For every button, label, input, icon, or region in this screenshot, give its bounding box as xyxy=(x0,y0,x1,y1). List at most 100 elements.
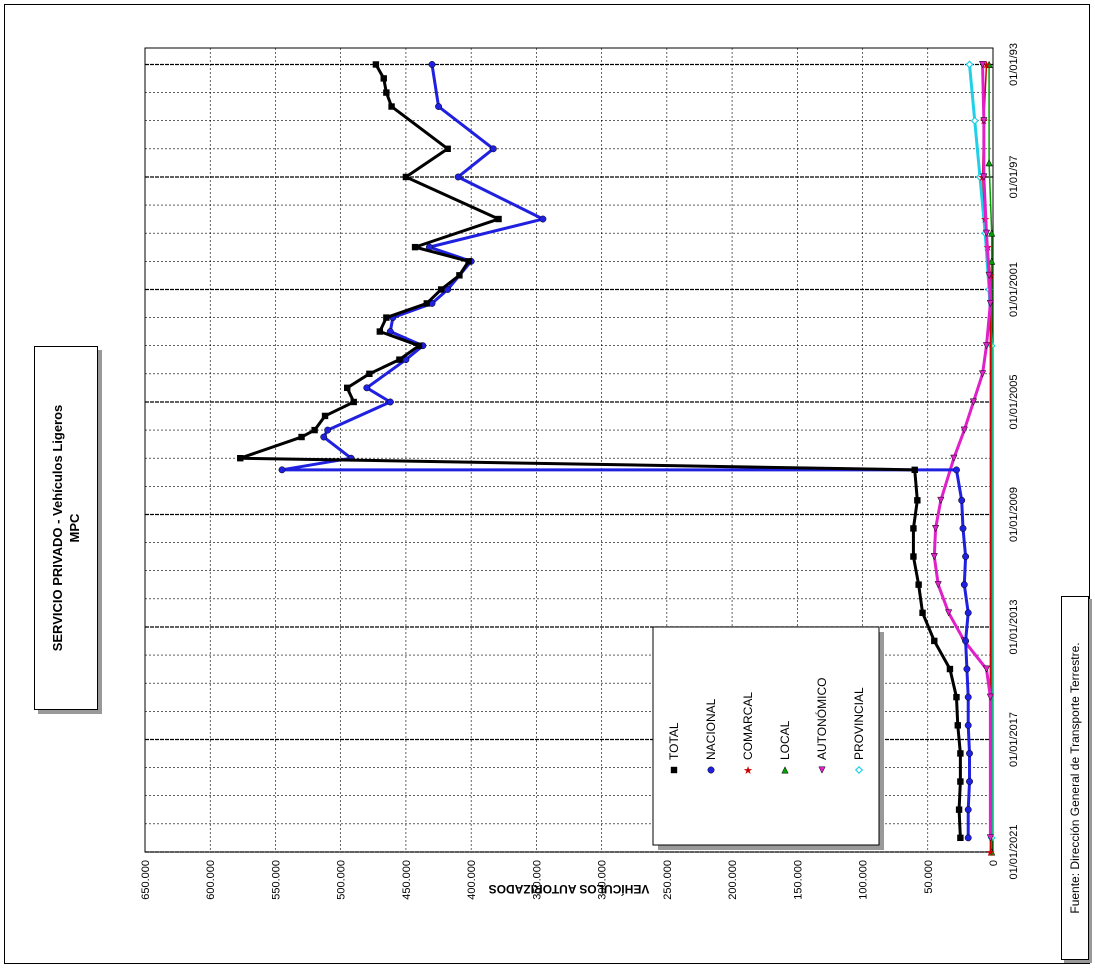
data-point xyxy=(437,286,445,293)
data-point xyxy=(435,103,442,110)
series-local xyxy=(985,60,996,856)
data-point xyxy=(910,525,917,532)
date-tick-label: 01/01/93 xyxy=(1008,43,1020,86)
data-point xyxy=(970,116,979,125)
legend-marker-autonómico xyxy=(818,766,826,774)
value-tick-label: 200.000 xyxy=(727,860,739,900)
data-point xyxy=(320,433,328,441)
data-point xyxy=(988,229,996,237)
data-point xyxy=(964,806,972,814)
data-point xyxy=(910,553,917,560)
data-point xyxy=(985,159,993,167)
value-tick-label: 450.000 xyxy=(401,860,413,900)
data-point xyxy=(911,466,918,474)
legend-marker-total xyxy=(670,766,678,774)
value-tick-label: 250.000 xyxy=(662,860,674,900)
data-point xyxy=(954,722,961,729)
data-point xyxy=(953,693,960,701)
data-point xyxy=(955,806,963,813)
data-point xyxy=(964,834,972,842)
axis-labels: 0 50.000 100.000 150.000 200.000 250.000 300.0… xyxy=(140,43,1020,900)
data-point xyxy=(915,581,922,588)
data-point xyxy=(957,750,964,757)
data-point xyxy=(969,398,978,406)
data-point xyxy=(411,243,419,251)
value-tick-label: 500.000 xyxy=(336,860,348,900)
data-point xyxy=(950,454,958,462)
title-text: SERVICIO PRIVADO - Vehículos Ligeros MPC xyxy=(49,358,83,698)
value-tick-label: 0 xyxy=(988,860,1000,866)
value-tick-label: 650.000 xyxy=(140,860,152,900)
data-point xyxy=(980,117,988,125)
date-tick-label: 01/01/97 xyxy=(1008,156,1020,199)
data-point xyxy=(986,693,994,701)
data-point xyxy=(965,60,974,69)
data-point xyxy=(539,215,547,223)
data-point xyxy=(980,173,988,181)
data-point: ★ xyxy=(985,847,995,859)
value-tick-label: 300.000 xyxy=(597,860,609,900)
data-point xyxy=(298,433,305,441)
data-point xyxy=(982,665,991,673)
legend-label: TOTAL xyxy=(667,722,681,760)
chart-title: SERVICIO PRIVADO - Vehículos Ligeros xyxy=(50,404,65,652)
data-point xyxy=(931,524,940,533)
series-nacional xyxy=(278,61,973,842)
data-point xyxy=(982,229,991,237)
data-point xyxy=(978,61,987,69)
data-point xyxy=(937,496,945,505)
data-point xyxy=(985,60,993,68)
data-point xyxy=(383,89,390,96)
data-point xyxy=(982,342,991,350)
data-point xyxy=(350,398,357,406)
date-tick-label: 01/01/2001 xyxy=(1008,262,1020,317)
value-tick-label: 600.000 xyxy=(205,860,217,900)
data-point xyxy=(988,257,996,265)
legend-label: NACIONAL xyxy=(704,698,718,760)
data-point xyxy=(931,637,938,645)
data-point xyxy=(959,524,967,532)
page-frame xyxy=(4,4,1090,964)
legend-marker-provincial xyxy=(854,765,864,775)
data-point xyxy=(311,426,318,434)
data-point xyxy=(953,466,960,474)
data-point xyxy=(465,258,472,265)
value-tick-label: 550.000 xyxy=(270,860,282,900)
source-box: Fuente: Dirección General de Transporte … xyxy=(1061,596,1089,960)
data-point xyxy=(945,609,953,617)
data-point xyxy=(237,455,244,462)
series-layer: ★★★★★★★ xyxy=(237,59,996,859)
data-point xyxy=(964,609,972,617)
legend-label: COMARCAL xyxy=(741,692,755,760)
title-box: SERVICIO PRIVADO - Vehículos Ligeros MPC xyxy=(34,346,98,710)
date-tick-label: 01/01/2017 xyxy=(1008,712,1020,767)
data-point xyxy=(383,314,390,321)
legend-label: LOCAL xyxy=(778,720,792,760)
data-point xyxy=(934,581,942,589)
data-point xyxy=(444,145,451,152)
data-point xyxy=(978,370,987,378)
data-point xyxy=(456,272,463,279)
data-point xyxy=(278,466,286,474)
data-point xyxy=(386,398,394,406)
data-point xyxy=(380,75,387,82)
date-tick-label: 01/01/2009 xyxy=(1008,487,1020,542)
data-point xyxy=(495,215,502,223)
series-line xyxy=(932,64,992,838)
data-point xyxy=(415,342,423,349)
y-axis-title: VEHÍCULOS AUTORIZADOS xyxy=(489,882,650,897)
date-tick-label: 01/01/2013 xyxy=(1008,599,1020,654)
data-point xyxy=(986,299,994,308)
data-point xyxy=(423,300,430,307)
date-tick-label: 01/01/2021 xyxy=(1008,824,1020,879)
data-point xyxy=(376,328,384,335)
data-point: ★ xyxy=(982,59,992,71)
data-point xyxy=(388,103,395,110)
legend-marker-comarcal: ★ xyxy=(743,765,753,777)
data-point xyxy=(962,637,970,645)
data-point xyxy=(324,426,332,434)
value-tick-label: 100.000 xyxy=(858,860,870,900)
data-point xyxy=(930,553,938,561)
data-point xyxy=(960,426,968,434)
